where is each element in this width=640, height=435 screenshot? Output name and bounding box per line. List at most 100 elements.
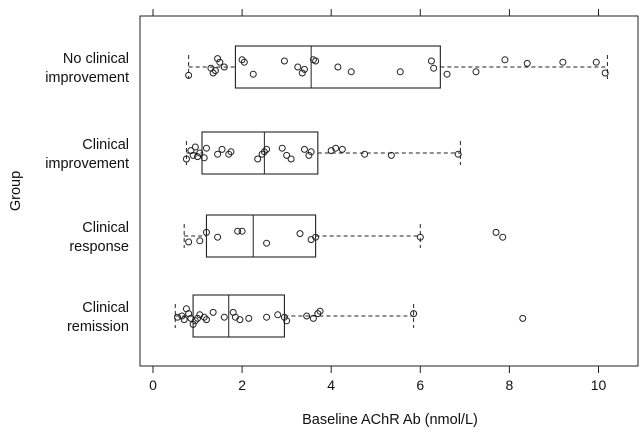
data-point	[189, 151, 197, 159]
iqr-box	[234, 45, 441, 89]
data-point	[309, 314, 317, 322]
data-point	[200, 154, 208, 162]
data-point	[189, 320, 197, 328]
group-label: Clinical remission	[67, 300, 129, 335]
data-point	[300, 145, 308, 153]
data-point	[294, 63, 302, 71]
data-point	[202, 144, 210, 152]
data-point	[298, 69, 306, 77]
data-point	[316, 307, 324, 315]
data-point	[227, 148, 235, 156]
data-point	[338, 145, 346, 153]
data-point	[278, 144, 286, 152]
data-point	[178, 312, 186, 320]
data-point	[209, 69, 217, 77]
data-point	[196, 149, 204, 157]
data-point	[430, 64, 438, 72]
plot-frame	[139, 15, 639, 367]
data-point	[263, 313, 271, 321]
data-point	[443, 70, 451, 78]
data-point	[238, 227, 246, 235]
data-point	[202, 228, 210, 236]
data-point	[220, 313, 228, 321]
data-point	[174, 313, 182, 321]
data-point	[307, 148, 315, 156]
data-point	[234, 227, 242, 235]
data-point	[194, 153, 202, 161]
data-point	[216, 58, 224, 66]
data-point	[280, 57, 288, 65]
box-group	[183, 214, 421, 258]
iqr-box	[201, 131, 319, 175]
data-point	[182, 155, 190, 163]
data-point	[387, 151, 395, 159]
data-point	[334, 63, 342, 71]
data-point	[245, 314, 253, 322]
data-point	[601, 69, 609, 77]
data-point	[287, 155, 295, 163]
data-point	[427, 57, 435, 65]
box-group	[174, 294, 415, 338]
data-point	[209, 308, 217, 316]
data-point	[314, 310, 322, 318]
data-point	[280, 313, 288, 321]
data-point	[361, 150, 369, 158]
data-point	[347, 68, 355, 76]
data-point	[260, 148, 268, 156]
data-point	[225, 150, 233, 158]
data-point	[519, 314, 527, 322]
data-point	[200, 313, 208, 321]
data-point	[410, 310, 418, 318]
data-point	[214, 150, 222, 158]
data-point	[238, 56, 246, 64]
x-axis-title: Baseline AChR Ab (nmol/L)	[302, 412, 478, 428]
data-point	[332, 144, 340, 152]
data-point	[300, 65, 308, 73]
data-point	[254, 155, 262, 163]
data-point	[185, 238, 193, 246]
data-point	[501, 56, 509, 64]
data-point	[523, 59, 531, 67]
box-group	[185, 131, 461, 175]
data-point	[236, 316, 244, 324]
data-point	[274, 311, 282, 319]
data-point	[454, 150, 462, 158]
x-tick-label: 8	[506, 377, 514, 393]
x-tick-label: 6	[416, 377, 424, 393]
data-point	[180, 316, 188, 324]
data-point	[592, 58, 600, 66]
x-tick-label: 4	[327, 377, 335, 393]
data-point	[312, 57, 320, 65]
data-point	[492, 228, 500, 236]
data-point	[191, 317, 199, 325]
data-point	[240, 58, 248, 66]
data-point	[283, 317, 291, 325]
data-point	[202, 316, 210, 324]
data-point	[263, 145, 271, 153]
y-axis-title: Group	[8, 171, 24, 211]
x-tick-label: 0	[149, 377, 157, 393]
x-tick-label: 10	[591, 377, 607, 393]
data-point	[191, 143, 199, 151]
data-point	[303, 312, 311, 320]
data-point	[296, 230, 304, 238]
iqr-box	[205, 214, 317, 258]
data-point	[194, 314, 202, 322]
data-point	[196, 237, 204, 245]
data-point	[396, 68, 404, 76]
data-point	[283, 151, 291, 159]
data-point	[218, 145, 226, 153]
data-point	[499, 233, 507, 241]
data-point	[214, 55, 222, 63]
group-label: Clinical response	[69, 220, 129, 255]
data-point	[211, 67, 219, 75]
data-point	[214, 233, 222, 241]
group-label: Clinical improvement	[45, 137, 129, 172]
data-point	[258, 150, 266, 158]
x-tick-label: 2	[238, 377, 246, 393]
data-point	[305, 151, 313, 159]
data-point	[263, 239, 271, 247]
data-point	[185, 71, 193, 79]
